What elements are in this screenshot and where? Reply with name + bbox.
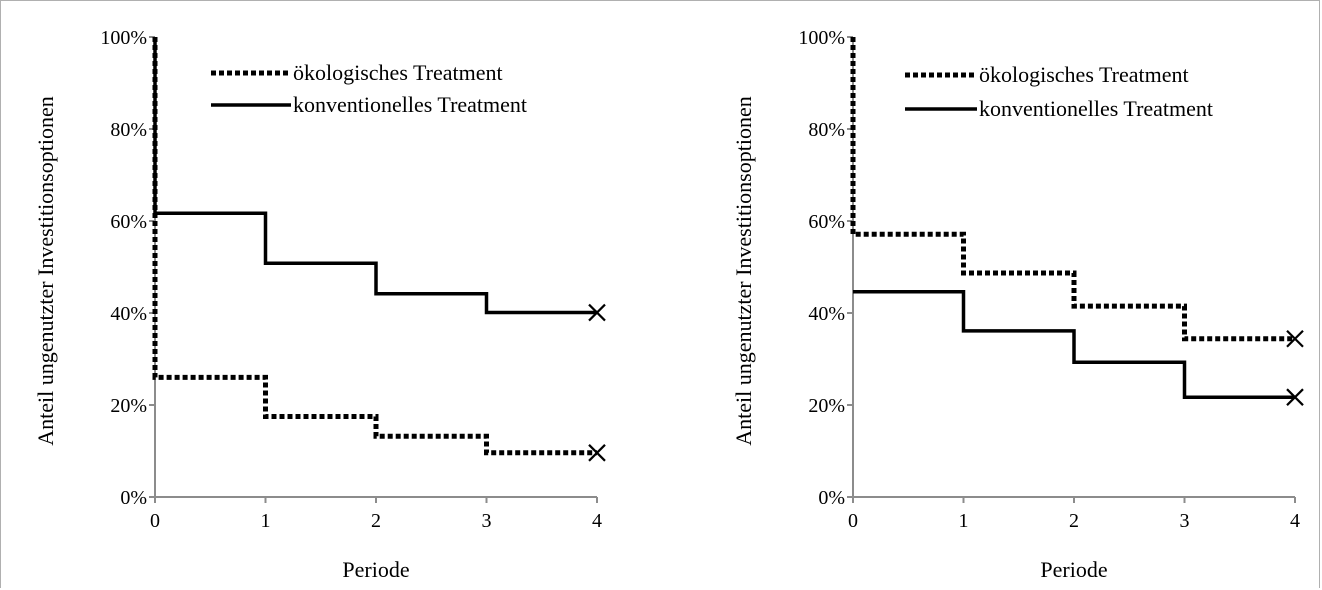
legend-label-konventionell: konventionelles Treatment <box>293 92 527 117</box>
x-axis-label: Periode <box>1040 557 1107 582</box>
y-tick-label: 60% <box>110 211 147 233</box>
x-tick-label: 3 <box>482 510 492 532</box>
end-marker-konventionell <box>1286 388 1304 406</box>
y-tick-label: 60% <box>808 211 845 233</box>
x-tick-label: 0 <box>150 510 160 532</box>
y-tick-label: 40% <box>110 303 147 325</box>
y-tick-label: 20% <box>808 395 845 417</box>
x-tick-label: 0 <box>848 510 858 532</box>
y-tick-label: 100% <box>798 27 845 49</box>
end-marker-stroke <box>588 303 606 322</box>
y-axis-label: Anteil ungenutzter Investitionsoptionen <box>33 96 58 446</box>
end-marker-stroke <box>1286 329 1304 348</box>
end-marker-oekologisch <box>1286 329 1304 348</box>
y-tick-label: 100% <box>100 27 147 49</box>
x-tick-label: 2 <box>1069 510 1079 532</box>
x-tick-label: 3 <box>1180 510 1190 532</box>
x-tick-label: 4 <box>1290 510 1300 532</box>
x-tick-label: 1 <box>959 510 969 532</box>
y-tick-label: 80% <box>808 119 845 141</box>
chart-panel-1: 0% 20% 40% 60% 80% 100% 0 1 2 3 4 Periode Anteil ung… <box>33 27 606 582</box>
end-marker-oekologisch <box>588 444 606 462</box>
series-line-oekologisch <box>850 37 1295 342</box>
series-line-konventionell <box>853 290 1295 399</box>
series-line-oekologisch <box>152 37 597 456</box>
legend-label-oekologisch: ökologisches Treatment <box>293 60 503 85</box>
y-tick-label: 80% <box>110 119 147 141</box>
x-axis-label: Periode <box>342 557 409 582</box>
end-marker-stroke <box>1286 388 1304 406</box>
y-tick-label: 0% <box>818 487 845 509</box>
x-tick-label: 2 <box>371 510 381 532</box>
legend-label-oekologisch: ökologisches Treatment <box>979 62 1189 87</box>
y-tick-label: 0% <box>120 487 147 509</box>
y-tick-label: 20% <box>110 395 147 417</box>
y-axis-label: Anteil ungenutzter Investitionsoptionen <box>731 96 756 446</box>
end-marker-stroke <box>588 444 606 462</box>
chart-panel-2: 0% 20% 40% 60% 80% 100% 0 1 2 3 4 Periode Anteil ung… <box>731 27 1304 582</box>
series-line-konventionell <box>153 37 597 315</box>
y-tick-label: 40% <box>808 303 845 325</box>
x-tick-label: 4 <box>592 510 602 532</box>
x-tick-label: 1 <box>261 510 271 532</box>
end-marker-konventionell <box>588 303 606 322</box>
legend-label-konventionell: konventionelles Treatment <box>979 96 1213 121</box>
